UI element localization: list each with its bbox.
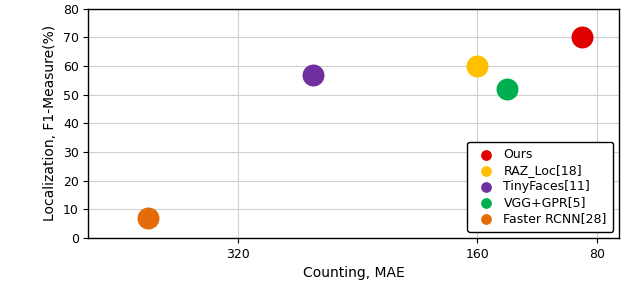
Ours — [577, 35, 587, 40]
Y-axis label: Localization, F1-Measure(%): Localization, F1-Measure(%) — [43, 25, 58, 221]
TinyFaces[11] — [308, 72, 318, 77]
Legend: Ours, RAZ_Loc[18], TinyFaces[11], VGG+GPR[5], Faster RCNN[28]: Ours, RAZ_Loc[18], TinyFaces[11], VGG+GP… — [467, 142, 613, 231]
RAZ_Loc[18] — [472, 64, 482, 68]
Faster RCNN[28] — [143, 215, 154, 220]
X-axis label: Counting, MAE: Counting, MAE — [303, 266, 404, 280]
VGG+GPR[5] — [502, 86, 513, 91]
